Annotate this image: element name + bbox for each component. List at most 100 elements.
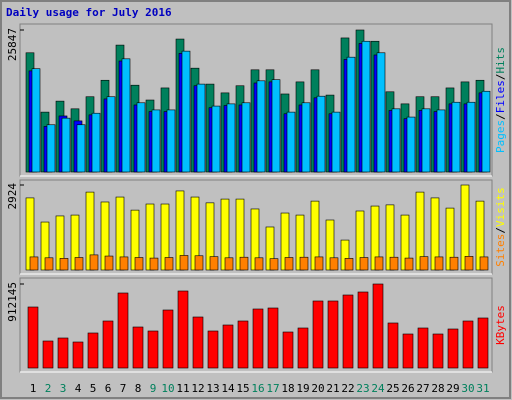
bar <box>434 256 444 271</box>
x-tick-label: 22 <box>341 382 354 395</box>
bar <box>466 101 476 173</box>
legend-entry: Visits <box>494 187 507 227</box>
legend: Pages/Files/Hits <box>494 47 507 153</box>
bar <box>271 79 281 173</box>
x-tick-label: 18 <box>281 382 294 395</box>
x-tick-label: 17 <box>266 382 279 395</box>
x-tick-label: 20 <box>311 382 324 395</box>
bar <box>87 332 99 369</box>
bar <box>44 257 54 271</box>
bar <box>224 257 234 271</box>
chart-title: Daily usage for July 2016 <box>6 6 172 19</box>
bar <box>406 116 416 173</box>
bar <box>119 256 129 271</box>
bar <box>391 108 401 173</box>
bar <box>284 257 294 271</box>
bar <box>451 101 461 173</box>
y-tick-label: 25847 <box>6 28 19 61</box>
bar <box>282 331 294 369</box>
x-tick-label: 8 <box>135 382 142 395</box>
bar <box>91 112 101 173</box>
legend-separator: / <box>494 113 507 120</box>
x-tick-label: 27 <box>416 382 429 395</box>
bar <box>31 68 41 173</box>
bar <box>59 258 69 271</box>
bar <box>389 256 399 271</box>
x-tick-label: 14 <box>221 382 235 395</box>
bar <box>181 50 191 173</box>
bar <box>166 109 176 173</box>
x-tick-label: 24 <box>371 382 385 395</box>
x-tick-label: 23 <box>356 382 369 395</box>
bar <box>417 327 429 369</box>
bar <box>104 255 114 271</box>
legend-entry: Hits <box>494 47 507 74</box>
bar <box>252 308 264 369</box>
legend-separator: / <box>494 74 507 81</box>
x-tick-label: 29 <box>446 382 459 395</box>
bar <box>357 291 369 369</box>
legend-entry: Pages <box>494 120 507 153</box>
x-tick-label: 12 <box>191 382 204 395</box>
bar <box>447 328 459 369</box>
legend: Sites/Visits <box>494 187 507 267</box>
bar <box>269 258 279 271</box>
bar <box>436 109 446 173</box>
bar <box>344 258 354 271</box>
bar <box>46 124 56 173</box>
legend-entry: Sites <box>494 234 507 267</box>
bar <box>342 294 354 369</box>
bar <box>372 283 384 369</box>
bar <box>359 257 369 271</box>
legend-separator: / <box>494 227 507 234</box>
bar <box>267 307 279 369</box>
bar <box>209 256 219 271</box>
x-tick-label: 9 <box>150 382 157 395</box>
bar <box>211 105 221 173</box>
bar <box>256 80 266 173</box>
x-tick-label: 16 <box>251 382 264 395</box>
bar <box>404 257 414 271</box>
x-tick-label: 13 <box>206 382 219 395</box>
bar <box>312 300 324 369</box>
x-tick-label: 5 <box>90 382 97 395</box>
bar <box>402 333 414 369</box>
bar <box>421 108 431 173</box>
bar <box>136 102 146 173</box>
bar <box>226 103 236 173</box>
bar <box>419 256 429 271</box>
bar <box>132 326 144 369</box>
bar <box>162 309 174 369</box>
bar <box>327 300 339 369</box>
bar <box>89 254 99 271</box>
x-tick-label: 3 <box>60 382 67 395</box>
x-tick-label: 7 <box>120 382 127 395</box>
bar <box>149 257 159 271</box>
x-tick-label: 10 <box>161 382 174 395</box>
bar <box>72 341 84 369</box>
bar <box>361 40 371 173</box>
bar <box>376 52 386 173</box>
bar <box>479 256 489 271</box>
bar <box>297 327 309 369</box>
x-tick-label: 11 <box>176 382 189 395</box>
bar <box>254 257 264 271</box>
bar <box>179 255 189 271</box>
bar <box>237 320 249 369</box>
bar <box>164 257 174 271</box>
bar <box>432 333 444 369</box>
bar <box>314 256 324 271</box>
bar <box>462 320 474 369</box>
y-tick-label: 912145 <box>6 282 19 322</box>
bar <box>177 290 189 369</box>
legend-entry: KBytes <box>494 305 507 345</box>
bar <box>76 124 86 173</box>
x-tick-label: 19 <box>296 382 309 395</box>
bar <box>57 337 69 369</box>
legend-entry: Files <box>494 80 507 113</box>
y-tick-label: 2924 <box>6 183 19 210</box>
bar <box>147 330 159 369</box>
x-tick-label: 30 <box>461 382 474 395</box>
